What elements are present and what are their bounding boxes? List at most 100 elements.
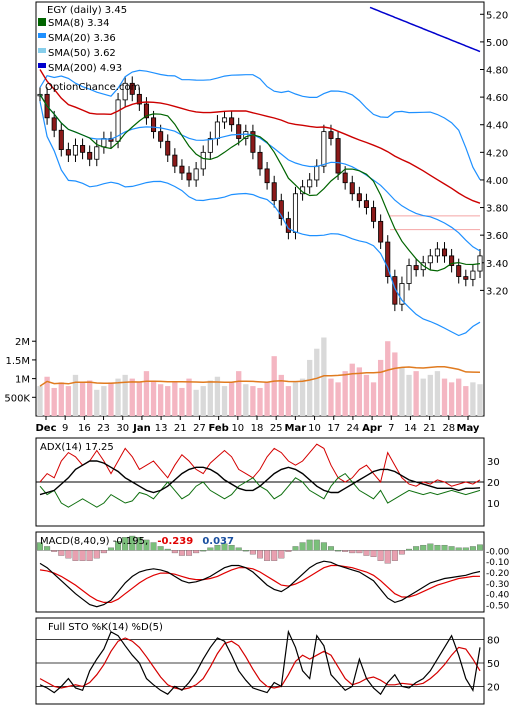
macd-histogram-bar	[342, 550, 349, 552]
candle-body	[378, 220, 384, 243]
candle-body	[463, 276, 469, 280]
legend-sma20: SMA(20) 3.36	[48, 33, 116, 44]
volume-tick-label: 1.5M	[5, 356, 30, 367]
macd-histogram-bar	[242, 550, 249, 552]
volume-bar	[314, 348, 320, 416]
candle-body	[307, 179, 313, 188]
candle-body	[87, 151, 93, 160]
macd-histogram-bar	[434, 544, 441, 551]
volume-bar	[122, 374, 128, 416]
volume-bar	[72, 374, 79, 416]
candle-body	[172, 154, 178, 167]
macd-tick-label: -0.20	[486, 569, 510, 579]
candle-body	[250, 131, 256, 153]
sma200-line	[369, 6, 481, 53]
volume-bar	[243, 384, 249, 416]
volume-bar	[44, 376, 50, 416]
sma20-line	[39, 94, 481, 252]
volume-bar	[413, 371, 419, 416]
price-tick-label: 5.20	[486, 10, 508, 21]
volume-bar	[299, 378, 306, 416]
macd-histogram-bar	[115, 541, 122, 551]
x-tick-label: 27	[193, 423, 206, 434]
legend: EGY (daily) 3.45 SMA(8) 3.34 SMA(20) 3.3…	[38, 5, 140, 93]
price-tick-label: 3.20	[486, 286, 508, 297]
candle-body	[51, 117, 57, 131]
x-tick-label: 18	[251, 423, 264, 434]
macd-histogram-bar	[278, 550, 285, 559]
candle-body	[342, 172, 348, 184]
volume-bar	[129, 378, 135, 416]
macd-signal-value: -0.239	[157, 536, 193, 547]
volume-bar	[94, 389, 100, 416]
legend-sma8: SMA(8) 3.34	[48, 18, 109, 29]
macd-histogram-bar	[235, 547, 242, 551]
volume-bar	[328, 378, 334, 416]
candle-body	[58, 129, 64, 150]
candle-body	[271, 182, 277, 202]
macd-histogram-bar	[327, 546, 334, 551]
candle-body	[449, 255, 455, 266]
legend-sma50: SMA(50) 3.62	[48, 48, 116, 59]
volume-bar	[115, 378, 121, 416]
macd-label: MACD(8,40,9) -0.195,	[40, 536, 148, 547]
macd-histogram-bar	[292, 546, 299, 551]
x-tick-label: 21	[423, 423, 436, 434]
macd-histogram-bar	[44, 546, 51, 551]
macd-histogram-bar	[406, 548, 413, 551]
macd-histogram-bar	[228, 544, 235, 551]
candle-body	[441, 248, 448, 257]
price-tick-label: 4.00	[486, 176, 508, 187]
candle-body	[456, 265, 462, 277]
macd-histogram-bar	[320, 542, 327, 551]
x-tick-label: 23	[97, 423, 110, 434]
candle-body	[236, 124, 242, 139]
macd-histogram-bar	[477, 544, 483, 551]
volume-bar	[342, 371, 348, 416]
volume-bar	[207, 380, 213, 416]
price-tick-label: 4.60	[486, 93, 508, 104]
volume-bar	[271, 356, 277, 416]
macd-histogram-bar	[93, 550, 100, 559]
candle-body	[314, 165, 320, 181]
macd-line	[39, 560, 481, 608]
volume-bar	[321, 337, 327, 416]
candle-body	[385, 241, 391, 277]
price-tick-label: 4.20	[486, 148, 508, 159]
volume-bar	[349, 363, 355, 416]
candle-body	[186, 172, 192, 181]
candle-body	[108, 138, 114, 142]
volume-bar	[172, 382, 178, 416]
macd-histogram-bar	[370, 550, 377, 557]
candle-body	[406, 265, 412, 284]
adx-line	[39, 460, 481, 496]
macd-histogram-bar	[65, 550, 72, 559]
volume-bar	[236, 371, 242, 416]
candle-body	[72, 145, 79, 156]
candle-body	[158, 131, 164, 142]
x-tick-label: 25	[270, 423, 283, 434]
macd-histogram-bar	[58, 550, 65, 556]
candle-body	[363, 200, 369, 208]
chart-title: EGY (daily) 3.45	[47, 5, 127, 16]
price-tick-label: 3.80	[486, 204, 508, 215]
volume-bar	[165, 386, 171, 416]
volume-bar	[221, 386, 228, 416]
macd-histogram-bar	[193, 550, 200, 554]
price-tick-label: 4.80	[486, 66, 508, 77]
volume-bar	[136, 382, 143, 416]
volume-bar	[370, 382, 377, 416]
macd-histogram-bar	[299, 542, 306, 551]
stoch-tick-label: 50	[487, 659, 500, 670]
volume-bar	[385, 341, 391, 416]
candle-body	[335, 138, 341, 174]
candle-body	[94, 146, 100, 160]
volume-bar	[356, 367, 363, 416]
macd-histogram-bar	[157, 546, 164, 551]
volume-bar	[434, 371, 441, 416]
macd-histogram-bar	[79, 550, 86, 561]
sma8-line	[39, 94, 481, 272]
stoch-k-line	[39, 629, 481, 696]
volume-bar	[399, 367, 405, 416]
candle-body	[221, 117, 228, 123]
